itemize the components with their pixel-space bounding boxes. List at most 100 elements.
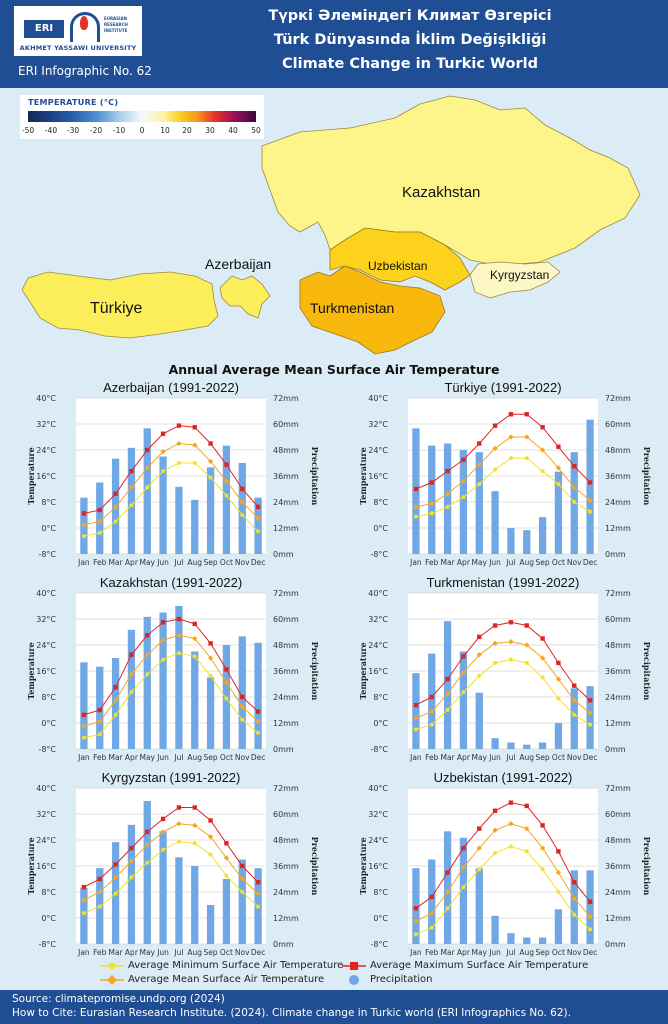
month-tick-label: Apr [125,948,139,957]
max-temperature-point [413,906,419,911]
max-temperature-line [83,425,259,514]
precipitation-tick-label: 36mm [273,862,299,871]
min-temperature-point [145,485,150,490]
min-temperature-point [556,696,561,701]
temperature-tick-label: 32°C [368,810,388,819]
month-tick-label: Feb [425,753,439,762]
min-temperature-line [83,462,259,537]
month-tick-label: Dec [251,948,266,957]
month-tick-label: Aug [187,753,202,762]
min-temperature-point [129,875,134,880]
min-temperature-point [508,657,513,662]
month-tick-label: Aug [519,558,534,567]
precipitation-tick-label: 60mm [273,810,299,819]
max-temperature-point [477,826,482,831]
precipitation-bar [538,937,547,944]
max-temperature-point [429,894,434,900]
temperature-tick-label: 0°C [373,719,388,728]
max-temperature-point [160,620,166,625]
temperature-tick-label: 40°C [36,784,56,793]
max-temperature-point [445,468,450,474]
precipitation-bar [570,688,578,749]
month-tick-label: Jun [156,948,169,957]
min-temperature-point [540,675,545,680]
max-temperature-point [572,683,577,688]
month-tick-label: Jan [77,753,90,762]
precipitation-tick-label: 72mm [273,394,299,403]
max-temperature-point [413,486,419,492]
min-temperature-point [240,717,245,722]
max-temperature-point [113,685,118,690]
min-temperature-point [224,873,229,878]
temperature-tick-label: 32°C [368,615,388,624]
eri-logo: ERI EURASIAN RESEARCH INSTITUTE AKHMET Y… [14,6,142,56]
month-tick-label: May [471,558,487,567]
precipitation-bar [554,471,563,554]
month-tick-label: Feb [425,558,439,567]
label-kyrgyzstan: Kyrgyzstan [490,268,550,282]
temperature-tick-label: -8°C [370,550,388,559]
min-temperature-point [176,839,181,844]
max-temp-legend-label: Average Maximum Surface Air Temperature [370,960,589,971]
max-temperature-point [97,707,102,713]
min-temperature-point [461,885,466,890]
temperature-tick-label: 0°C [373,524,388,533]
min-temperature-point [413,514,418,519]
month-tick-label: May [471,753,487,762]
min-temperature-point [176,651,181,656]
min-temperature-line [415,845,591,935]
month-tick-label: Feb [425,948,439,957]
precipitation-bar [475,692,483,749]
month-tick-label: Feb [93,558,107,567]
precipitation-tick-label: 24mm [605,498,631,507]
max-temperature-point [97,507,102,513]
min-temperature-point [524,456,529,461]
temperature-legend-tick: 20 [182,126,192,135]
precipitation-axis-label: Precipitation [310,447,320,506]
temperature-tick-label: 8°C [373,888,388,897]
temperature-tick-label: 16°C [36,667,56,676]
precipitation-axis-label: Precipitation [310,642,320,701]
temperature-tick-label: -8°C [38,940,56,949]
temperature-tick-label: 0°C [373,914,388,923]
chart-title: Kazakhstan (1991-2022) [100,575,242,590]
month-tick-label: Mar [441,753,456,762]
month-tick-label: Aug [519,948,534,957]
precipitation-tick-label: 12mm [605,914,631,923]
precipitation-bar [475,868,483,944]
infographic-number: ERI Infographic No. 62 [18,64,152,78]
temperature-tick-label: 8°C [41,888,56,897]
min-temperature-point [240,890,245,894]
max-temperature-line [415,802,591,909]
min-temperature-point [429,511,434,516]
precipitation-tick-label: 12mm [273,524,299,533]
max-temperature-point [461,457,466,462]
month-tick-label: Aug [187,948,202,957]
precipitation-tick-label: 36mm [273,667,299,676]
precipitation-bar [222,879,231,944]
precipitation-axis-label: Precipitation [642,642,652,701]
min-temperature-point [129,690,134,695]
month-tick-label: Nov [567,753,582,762]
min-temperature-point [556,890,561,894]
max-temperature-point [145,829,150,835]
precipitation-bar [459,651,468,749]
month-tick-label: Sep [536,753,550,762]
month-tick-label: Mar [109,948,124,957]
min-temperature-point [145,860,150,865]
precipitation-bar [538,742,547,749]
precipitation-tick-label: 48mm [273,641,299,650]
max-temperature-point [160,816,166,822]
chart-title: Kyrgyzstan (1991-2022) [102,770,241,785]
min-temperature-line [83,841,259,914]
max-temp-legend-marker [342,962,366,970]
min-temperature-point [97,530,102,535]
precipitation-tick-label: 0mm [273,745,294,754]
mean-temperature-point [97,518,103,525]
month-tick-label: Oct [552,558,565,567]
precipitation-tick-label: 36mm [605,862,631,871]
precipitation-bar [206,905,215,944]
max-temperature-point [255,880,261,885]
logo-abbreviation: ERI [24,20,64,38]
mean-temperature-point [97,889,103,895]
